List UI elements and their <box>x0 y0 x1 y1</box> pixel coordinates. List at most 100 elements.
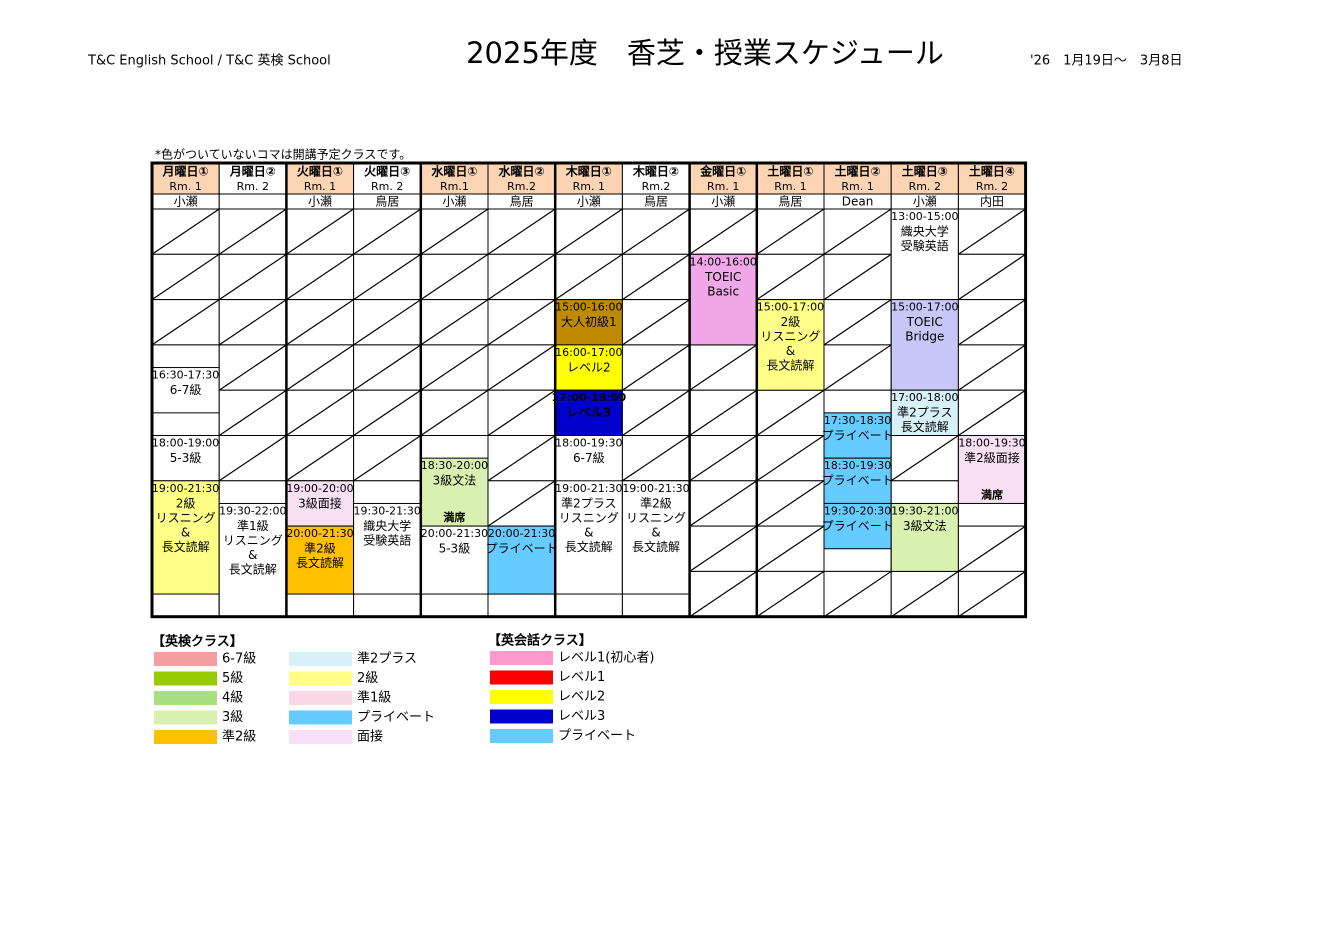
class-label: 3級文法 <box>433 473 477 488</box>
class-block <box>151 367 220 414</box>
unused-slash <box>823 344 892 391</box>
room-label: Rm. 2 <box>371 180 403 193</box>
unused-slash <box>622 253 690 301</box>
unused-slash <box>353 299 422 346</box>
class-label: 5-3級 <box>170 451 202 465</box>
unused-slash <box>218 344 287 391</box>
class-label: 受験英語 <box>901 238 949 253</box>
class-block <box>890 299 959 391</box>
teacher-label: Dean <box>842 195 874 209</box>
teacher-label: 鳥居 <box>778 194 802 209</box>
unused-slash <box>689 570 758 618</box>
unused-slash <box>218 208 287 255</box>
class-label: 6-7級 <box>573 451 605 465</box>
teacher-label: 鳥居 <box>375 194 399 209</box>
class-time: 13:00-15:00 <box>891 210 958 223</box>
legend-swatch <box>490 670 553 685</box>
unused-slash <box>487 435 556 482</box>
class-block <box>756 299 825 391</box>
class-time: 20:00-21:30 <box>286 527 353 540</box>
legend-swatch <box>154 710 217 725</box>
class-label: 準2プラス <box>897 405 952 420</box>
room-label: Rm. 1 <box>169 180 201 193</box>
class-block <box>890 208 959 301</box>
legend-label: 準1級 <box>357 690 391 706</box>
class-label: & <box>248 548 257 562</box>
unused-slash <box>554 208 623 255</box>
class-label: & <box>584 525 593 539</box>
unused-slash <box>823 208 892 255</box>
class-label: プライベート <box>486 542 558 556</box>
class-time: 19:30-22:00 <box>219 504 286 517</box>
unused-slash <box>622 208 690 255</box>
room-label: Rm. 1 <box>304 180 336 193</box>
legend-swatch <box>289 710 352 725</box>
class-block <box>554 299 623 346</box>
unused-slash <box>622 435 690 482</box>
legend-label: 準2プラス <box>357 651 417 667</box>
unused-slash <box>286 435 354 482</box>
legend-swatch <box>490 709 553 724</box>
day-label: 土曜日① <box>767 164 813 179</box>
day-label: 土曜日③ <box>902 164 948 179</box>
day-label: 火曜日① <box>297 165 343 179</box>
room-label: Rm. 1 <box>841 180 873 193</box>
unused-slash <box>286 389 354 436</box>
class-label: プライベート <box>822 474 894 488</box>
class-label: 長文読解 <box>162 539 210 554</box>
unused-slash <box>218 253 287 301</box>
unused-slash <box>353 344 422 391</box>
class-time: 19:00-21:30 <box>555 482 622 495</box>
day-label: 木曜日① <box>565 164 612 179</box>
class-label: プライベート <box>822 428 894 442</box>
class-label: 準1級 <box>237 518 269 533</box>
class-block <box>285 525 355 595</box>
class-label: 長文読解 <box>296 555 344 570</box>
header-cell <box>957 162 1027 195</box>
teacher-label: 小瀬 <box>308 195 332 209</box>
legend-label: 3級 <box>222 710 243 725</box>
class-label: 2級 <box>781 315 801 329</box>
class-label: 織央大学 <box>363 518 411 533</box>
grid <box>151 208 1026 618</box>
unused-slash <box>218 299 287 346</box>
class-block <box>890 389 959 437</box>
class-label: 受験英語 <box>363 532 411 547</box>
unused-slash <box>554 253 623 301</box>
class-label: リスニング <box>559 511 619 525</box>
unused-slash <box>420 299 489 346</box>
unused-slash <box>353 253 422 301</box>
unused-slash <box>958 208 1026 255</box>
teacher-label: 小瀬 <box>442 195 466 209</box>
unused-slash <box>151 299 220 346</box>
class-status: 満席 <box>981 487 1003 501</box>
teacher-label: 鳥居 <box>510 194 534 209</box>
class-label: 長文読解 <box>565 539 613 554</box>
unused-slash <box>756 435 825 482</box>
room-label: Rm. 2 <box>237 180 269 193</box>
legend-title: 【英検クラス】 <box>152 634 243 650</box>
day-label: 水曜日① <box>431 164 477 179</box>
unused-slash <box>487 480 556 527</box>
class-label: リスニング <box>156 511 216 525</box>
class-time: 19:30-20:30 <box>824 504 891 517</box>
legend-label: 面接 <box>357 729 383 745</box>
class-time: 19:00-21:30 <box>622 482 689 495</box>
unused-slash <box>353 389 422 436</box>
unused-slash <box>487 389 556 436</box>
unused-slash <box>756 253 825 301</box>
teacher-label: 内田 <box>980 195 1004 209</box>
unused-slash <box>487 208 556 255</box>
class-label: Basic <box>707 284 739 298</box>
unused-slash <box>487 253 556 301</box>
legend-swatch <box>154 652 217 666</box>
unused-slash <box>756 525 825 572</box>
class-label: 5-3級 <box>439 542 471 556</box>
unused-slash <box>890 570 959 618</box>
unused-slash <box>958 344 1026 391</box>
legend-swatch <box>289 730 352 744</box>
unused-slash <box>218 435 287 482</box>
page-title: 2025年度 香芝・授業スケジュール <box>466 36 944 70</box>
